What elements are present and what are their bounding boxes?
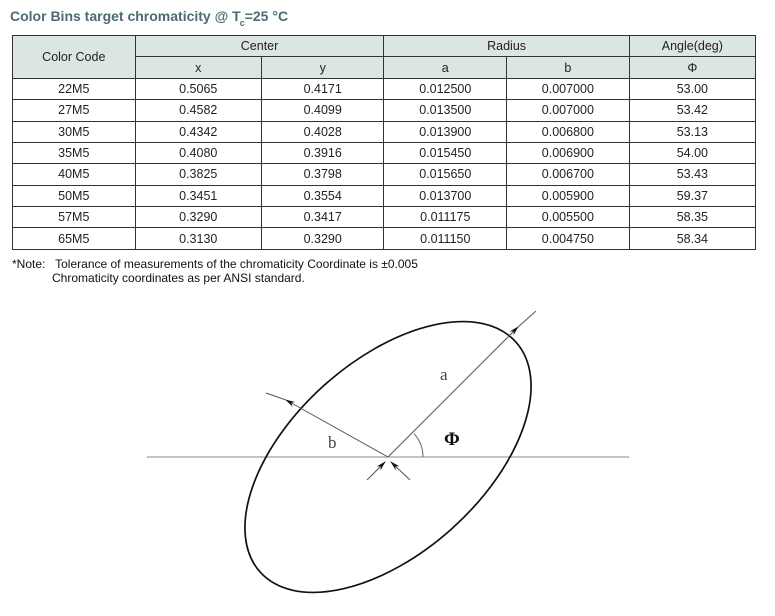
svg-text:a: a — [440, 365, 448, 384]
svg-text:Φ: Φ — [444, 429, 460, 450]
svg-text:b: b — [328, 433, 337, 452]
